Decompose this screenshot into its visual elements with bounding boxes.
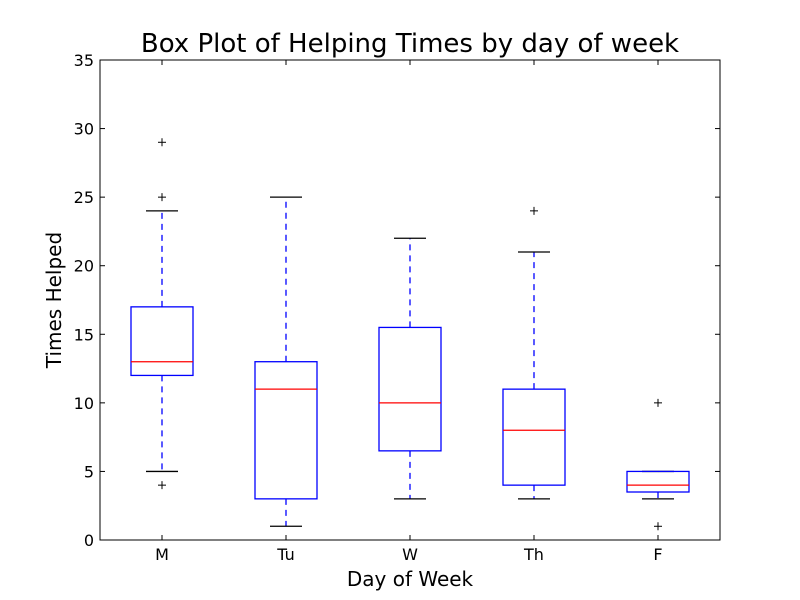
- iqr-box: [502, 388, 566, 486]
- iqr-box: [254, 361, 318, 500]
- outlier-point: [158, 481, 166, 490]
- outlier-point: [530, 206, 538, 215]
- box-Th: [502, 206, 566, 500]
- outlier-point: [654, 398, 662, 407]
- y-tick-label: 35: [74, 51, 94, 70]
- y-tick-label: 15: [74, 325, 94, 344]
- y-axis-label: Times Helped: [42, 232, 66, 369]
- iqr-box: [130, 306, 194, 377]
- plot-frame: [99, 59, 721, 541]
- y-tick-label: 25: [74, 188, 94, 207]
- y-tick-label: 30: [74, 120, 94, 139]
- x-tick-label: Th: [523, 545, 544, 564]
- box-W: [378, 237, 442, 500]
- box-F: [626, 398, 690, 531]
- chart-title: Box Plot of Helping Times by day of week: [141, 29, 679, 59]
- plot-area: [100, 59, 720, 541]
- y-tick-label: 20: [74, 257, 94, 276]
- x-tick-label: Tu: [276, 545, 294, 564]
- box-M: [130, 138, 194, 490]
- outlier-point: [158, 138, 166, 147]
- x-tick-label: M: [155, 545, 169, 564]
- y-tick-label: 10: [74, 394, 94, 413]
- outlier-point: [654, 522, 662, 531]
- outlier-point: [158, 193, 166, 202]
- x-axis-label: Day of Week: [347, 567, 474, 591]
- x-tick-label: W: [402, 545, 418, 564]
- y-tick-label: 0: [84, 531, 94, 550]
- box-Tu: [254, 196, 318, 527]
- iqr-box: [626, 470, 690, 493]
- y-tick-label: 5: [84, 462, 94, 481]
- x-tick-label: F: [653, 545, 662, 564]
- iqr-box: [378, 326, 442, 452]
